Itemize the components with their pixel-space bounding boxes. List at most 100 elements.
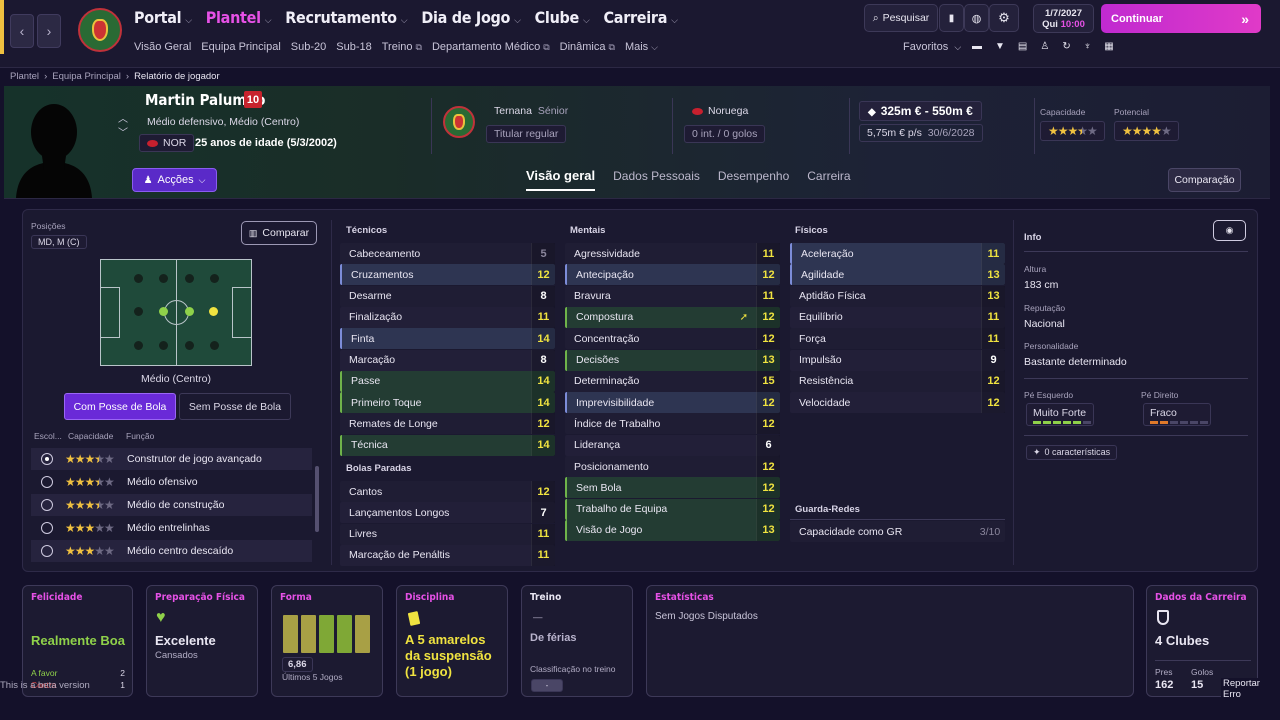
role-row[interactable]: ★★★★★★ Construtor de jogo avançado — [31, 448, 312, 470]
attribute-row[interactable]: Imprevisibilidade 12 — [565, 392, 780, 414]
role-radio[interactable] — [41, 476, 53, 488]
without-ball-button[interactable]: Sem Posse de Bola — [179, 393, 291, 420]
roles-scrollbar[interactable] — [315, 466, 319, 532]
country-chip[interactable]: Noruega — [684, 102, 756, 120]
role-radio[interactable] — [41, 453, 53, 465]
happiness-card[interactable] — [22, 585, 133, 697]
nav-carreira[interactable]: Carreira ⌵ — [603, 8, 678, 27]
role-row[interactable]: ★★★★★★ Médio ofensivo — [31, 471, 312, 493]
attribute-row[interactable]: Agilidade 13 — [790, 264, 1005, 286]
tab-visao-geral[interactable]: Visão geral — [526, 168, 596, 191]
value-chip[interactable]: ◆ 325m € - 550m € — [859, 101, 982, 121]
report-bug-link[interactable]: Reportar Erro — [1221, 678, 1280, 700]
attribute-row[interactable]: Liderança 6 — [565, 434, 780, 456]
club-chip[interactable]: Ternana Sénior — [494, 105, 569, 117]
traits-chip[interactable]: ✦ 0 características — [1026, 445, 1118, 460]
attribute-row[interactable]: Capacidade como GR 3/10 — [790, 521, 1005, 542]
nav-portal[interactable]: Portal ⌵ — [134, 8, 192, 27]
attribute-row[interactable]: Lançamentos Longos 7 — [340, 502, 555, 524]
attribute-row[interactable]: Decisões 13 — [565, 349, 780, 371]
attribute-row[interactable]: Posicionamento 12 — [565, 456, 780, 477]
chat-icon[interactable]: ▬ — [972, 41, 982, 52]
attribute-row[interactable]: Finta 14 — [340, 328, 555, 350]
shirt-icon[interactable]: ▼ — [995, 41, 1005, 52]
attribute-row[interactable]: Bravura 11 — [565, 285, 780, 307]
info-expand-button[interactable]: ◉ — [1213, 220, 1246, 241]
attribute-row[interactable]: Antecipação 12 — [565, 264, 780, 286]
subnav-equipa-principal[interactable]: Equipa Principal — [201, 41, 281, 53]
attribute-row[interactable]: Determinação 15 — [565, 370, 780, 392]
date-display[interactable]: 1/7/2027 Qui 10:00 — [1033, 4, 1094, 33]
breadcrumb-equipa[interactable]: Equipa Principal — [52, 71, 121, 82]
tactics-icon[interactable]: ♙ — [1040, 41, 1050, 52]
subnav-sub20[interactable]: Sub-20 — [290, 41, 327, 53]
tab-desempenho[interactable]: Desempenho — [717, 169, 790, 183]
settings-button[interactable]: ⚙ — [989, 4, 1019, 32]
attribute-row[interactable]: Passe 14 — [340, 370, 555, 392]
attribute-row[interactable]: Força 11 — [790, 328, 1005, 350]
attribute-row[interactable]: Desarme 8 — [340, 285, 555, 307]
subnav-mais[interactable]: Mais ⌵ — [624, 41, 658, 53]
attribute-row[interactable]: Aceleração 11 — [790, 243, 1005, 264]
attribute-row[interactable]: Índice de Trabalho 12 — [565, 413, 780, 435]
tab-carreira[interactable]: Carreira — [807, 169, 851, 183]
nav-recrutamento[interactable]: Recrutamento ⌵ — [285, 8, 408, 27]
tab-dados-pessoais[interactable]: Dados Pessoais — [613, 169, 700, 183]
clipboard-icon[interactable]: ▤ — [1017, 41, 1028, 52]
attribute-row[interactable]: Visão de Jogo 13 — [565, 519, 780, 541]
attribute-row[interactable]: Finalização 11 — [340, 306, 555, 328]
attribute-row[interactable]: Cantos 12 — [340, 481, 555, 502]
nav-plantel[interactable]: Plantel ⌵ — [205, 8, 272, 27]
actions-button[interactable]: ♟ Acções ⌵ — [132, 168, 217, 192]
attribute-row[interactable]: Primeiro Toque 14 — [340, 392, 555, 414]
role-radio[interactable] — [41, 522, 53, 534]
role-radio[interactable] — [41, 499, 53, 511]
attribute-row[interactable]: Técnica 14 — [340, 434, 555, 456]
refresh-icon[interactable]: ↻ — [1062, 41, 1071, 52]
attribute-row[interactable]: Cabeceamento 5 — [340, 243, 555, 264]
attribute-row[interactable]: Cruzamentos 12 — [340, 264, 555, 286]
back-button[interactable]: ‹ — [10, 14, 34, 48]
subnav-sub18[interactable]: Sub-18 — [336, 41, 372, 53]
attribute-row[interactable]: Velocidade 12 — [790, 392, 1005, 414]
attribute-row[interactable]: Remates de Longe 12 — [340, 413, 555, 435]
club-crest-icon[interactable] — [443, 106, 475, 138]
compare-button[interactable]: ▥ Comparar — [241, 221, 317, 245]
attribute-row[interactable]: Trabalho de Equipa 12 — [565, 498, 780, 520]
attribute-row[interactable]: Aptidão Física 13 — [790, 285, 1005, 307]
role-row[interactable]: ★★★★★ Médio entrelinhas — [31, 517, 312, 539]
attribute-row[interactable]: Agressividade 11 — [565, 243, 780, 264]
favorites-dropdown[interactable]: Favoritos ⌵ — [903, 41, 962, 53]
stats-card[interactable] — [646, 585, 1134, 697]
attribute-row[interactable]: Marcação 8 — [340, 349, 555, 371]
trophy-icon[interactable]: ♆ — [1083, 41, 1092, 52]
forward-button[interactable]: › — [37, 14, 61, 48]
nationality-chip[interactable]: NOR — [139, 134, 195, 152]
training-card[interactable] — [521, 585, 633, 697]
attribute-row[interactable]: Impulsão 9 — [790, 349, 1005, 371]
with-ball-button[interactable]: Com Posse de Bola — [64, 393, 176, 420]
attribute-row[interactable]: Resistência 12 — [790, 370, 1005, 392]
attribute-row[interactable]: Marcação de Penáltis 11 — [340, 544, 555, 566]
comparison-button[interactable]: Comparação — [1168, 168, 1241, 192]
subnav-dinamica[interactable]: Dinâmica ⧉ — [559, 41, 615, 53]
attribute-row[interactable]: Compostura ➚ 12 — [565, 306, 780, 328]
role-row[interactable]: ★★★★★ Médio centro descaído — [31, 540, 312, 562]
attribute-row[interactable]: Equilíbrio 11 — [790, 306, 1005, 328]
nav-clube[interactable]: Clube ⌵ — [534, 8, 590, 27]
subnav-visao-geral[interactable]: Visão Geral — [134, 41, 192, 53]
nav-dia-de-jogo[interactable]: Dia de Jogo ⌵ — [421, 8, 521, 27]
role-row[interactable]: ★★★★★★ Médio de construção — [31, 494, 312, 516]
continue-button[interactable]: Continuar » — [1101, 4, 1261, 33]
search-button[interactable]: ⌕ Pesquisar — [864, 4, 938, 32]
breadcrumb-plantel[interactable]: Plantel — [10, 71, 40, 82]
attribute-row[interactable]: Sem Bola 12 — [565, 477, 780, 499]
club-crest-icon[interactable] — [78, 8, 122, 52]
subnav-treino[interactable]: Treino ⧉ — [381, 41, 422, 53]
fitness-card[interactable] — [146, 585, 258, 697]
discipline-card[interactable] — [396, 585, 508, 697]
attribute-row[interactable]: Livres 11 — [340, 523, 555, 545]
attribute-row[interactable]: Concentração 12 — [565, 328, 780, 350]
prev-player-arrow[interactable]: ︿ — [118, 114, 128, 125]
role-radio[interactable] — [41, 545, 53, 557]
